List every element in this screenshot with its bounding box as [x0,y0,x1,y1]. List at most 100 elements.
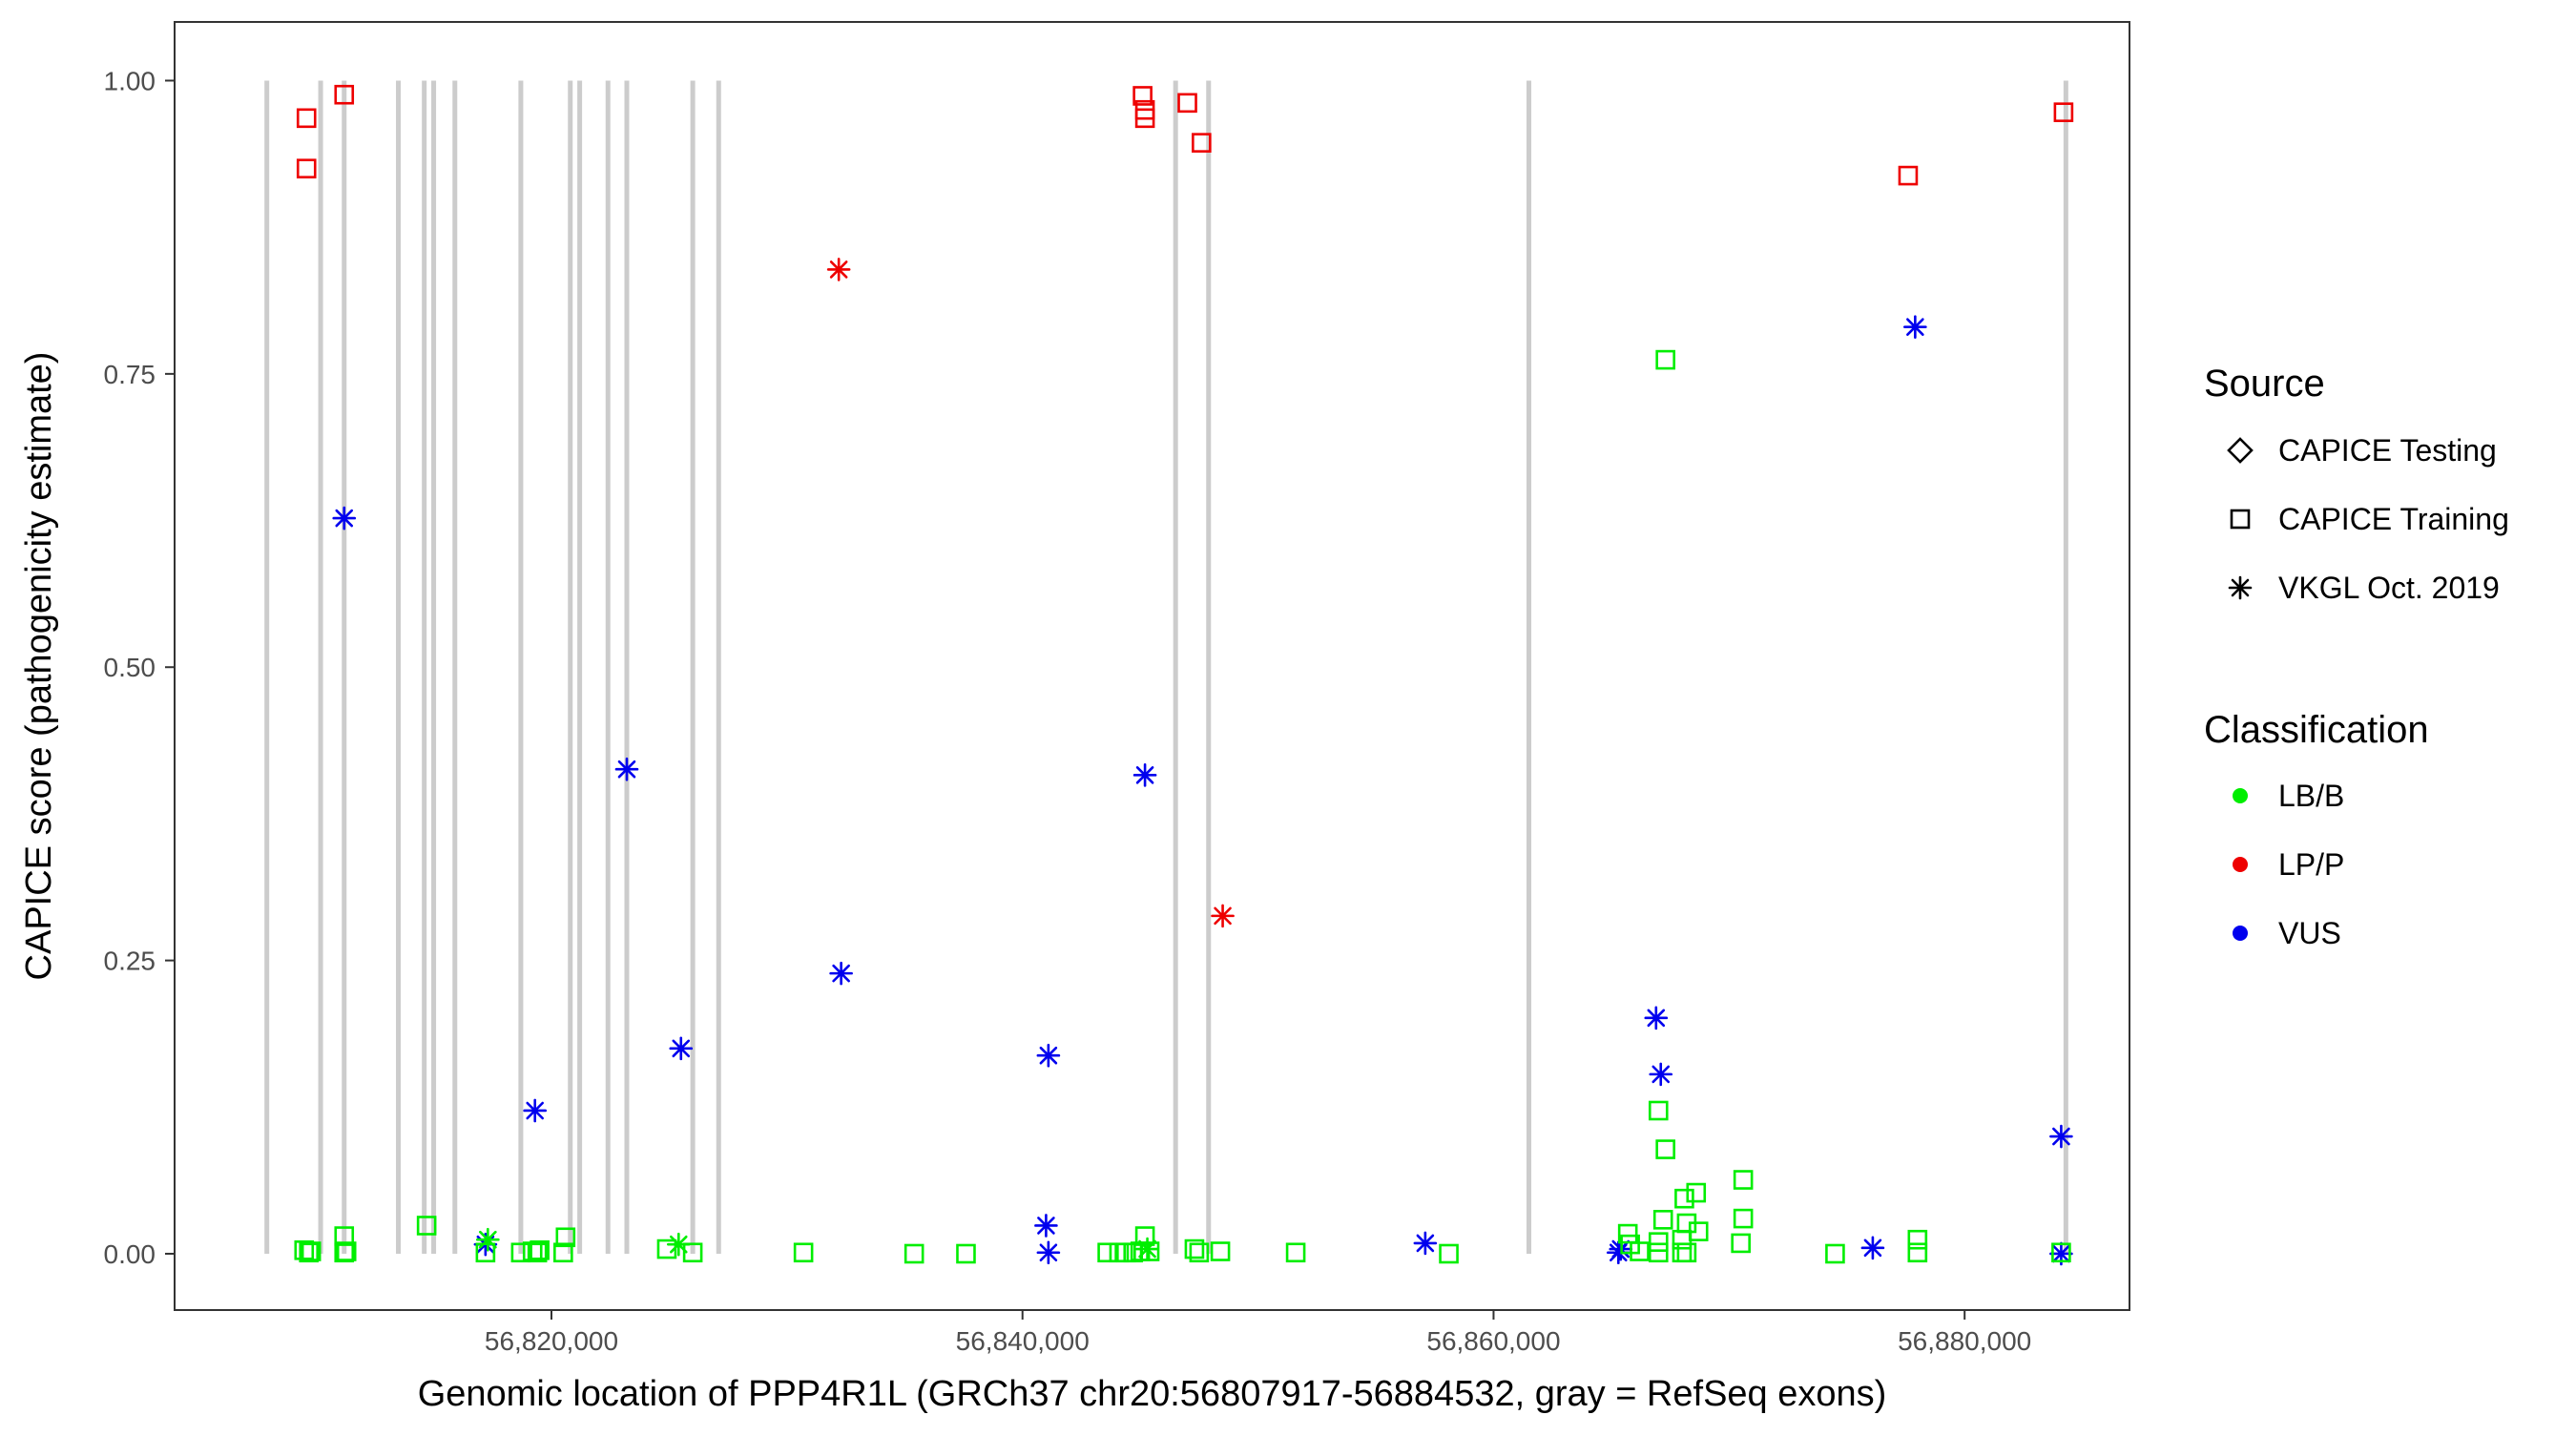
legend-class-key [2233,788,2248,803]
legend-source-label: CAPICE Testing [2278,433,2497,468]
data-point [1907,1242,1928,1263]
data-point [1731,1233,1751,1254]
data-point [301,1241,322,1261]
legend-source-title: Source [2204,363,2325,405]
data-point [1135,1237,1159,1261]
legend-source-key [2228,575,2253,600]
data-point [614,757,639,781]
data-point [1439,1243,1459,1264]
data-point [682,1242,703,1263]
data-point [1177,93,1197,114]
data-point [336,1241,357,1261]
legend-source: Source CAPICE Testing CAPICE Training VKGL… [2204,363,2509,605]
y-tick-label: 1.00 [104,66,156,95]
data-point [1733,1208,1754,1229]
data-point [1648,1100,1669,1121]
data-point [1134,1226,1155,1246]
data-point [475,1242,496,1263]
data-point [1655,1139,1675,1159]
data-point [1898,165,1919,186]
data-point [669,1036,694,1061]
legend-class-key [2233,857,2248,872]
data-point [1036,1240,1061,1265]
data-point [1630,1241,1650,1261]
y-axis: 0.00 0.25 0.50 0.75 1.00 [104,66,175,1269]
data-point [1649,1062,1673,1087]
data-point [1674,1188,1694,1209]
data-point [1617,1223,1638,1244]
data-point [555,1227,576,1248]
legend-class-label: LB/B [2278,779,2344,813]
x-tick-label: 56,860,000 [1426,1326,1560,1356]
exon-layer [264,80,2068,1254]
data-point [296,158,317,178]
x-axis-title: Genomic location of PPP4R1L (GRCh37 chr2… [418,1374,1887,1414]
data-point [1184,1238,1205,1259]
data-point [1034,1214,1058,1238]
data-point [829,961,853,986]
x-axis: 56,820,000 56,840,000 56,860,000 56,880,000 [485,1310,2031,1356]
data-point [1686,1182,1707,1203]
data-point [1648,1232,1669,1252]
data-point [904,1243,924,1264]
y-tick-label: 0.75 [104,360,156,389]
data-point [1860,1236,1885,1260]
data-point [553,1242,573,1263]
data-point [332,506,357,531]
data-point [1192,133,1212,153]
data-point [1825,1243,1845,1264]
data-point [1097,1242,1117,1263]
x-tick-label: 56,880,000 [1898,1326,2031,1356]
x-tick-label: 56,840,000 [956,1326,1090,1356]
data-point [1648,1242,1669,1263]
data-point [1903,315,1927,339]
data-point [527,1242,548,1263]
x-tick-label: 56,820,000 [485,1326,618,1356]
data-point [1189,1242,1210,1263]
data-point [1211,904,1235,928]
data-point [826,258,851,281]
data-point [1655,349,1675,370]
data-point [1285,1242,1306,1263]
data-points [294,84,2074,1266]
data-point [1672,1229,1693,1250]
data-point [2053,102,2074,122]
data-point [1139,1241,1160,1261]
data-point [523,1098,548,1123]
legend-source-key [2227,437,2254,464]
data-point [416,1216,437,1236]
data-point [2051,1242,2071,1263]
legend-source-label: CAPICE Training [2278,502,2509,536]
data-point [1413,1231,1438,1256]
legend-classification-title: Classification [2204,709,2429,751]
data-point [530,1239,550,1260]
legend-source-label: VKGL Oct. 2019 [2278,571,2500,605]
data-point [1672,1242,1693,1263]
data-point [334,84,355,105]
y-axis-title: CAPICE score (pathogenicity estimate) [19,352,59,981]
data-point [1132,763,1157,787]
y-tick-label: 0.25 [104,947,156,976]
data-point [2049,1241,2073,1266]
legend-classification: Classification LB/B LP/P VUS [2204,709,2429,950]
data-point [1036,1043,1061,1068]
plot-panel-border [174,21,2130,1311]
legend-class-label: VUS [2278,916,2341,950]
data-point [1676,1242,1697,1263]
legend-source-key [2230,509,2251,530]
data-point [1132,86,1153,106]
data-point [296,108,317,129]
data-point [793,1242,814,1263]
y-tick-label: 0.50 [104,653,156,682]
data-point [1210,1241,1231,1261]
y-tick-label: 0.00 [104,1239,156,1269]
data-point [1907,1229,1928,1250]
data-point [1644,1006,1669,1030]
data-point [1733,1170,1754,1190]
legend-class-key [2233,926,2248,941]
data-point [1134,108,1155,129]
data-point [1652,1210,1673,1230]
data-point [956,1243,976,1264]
